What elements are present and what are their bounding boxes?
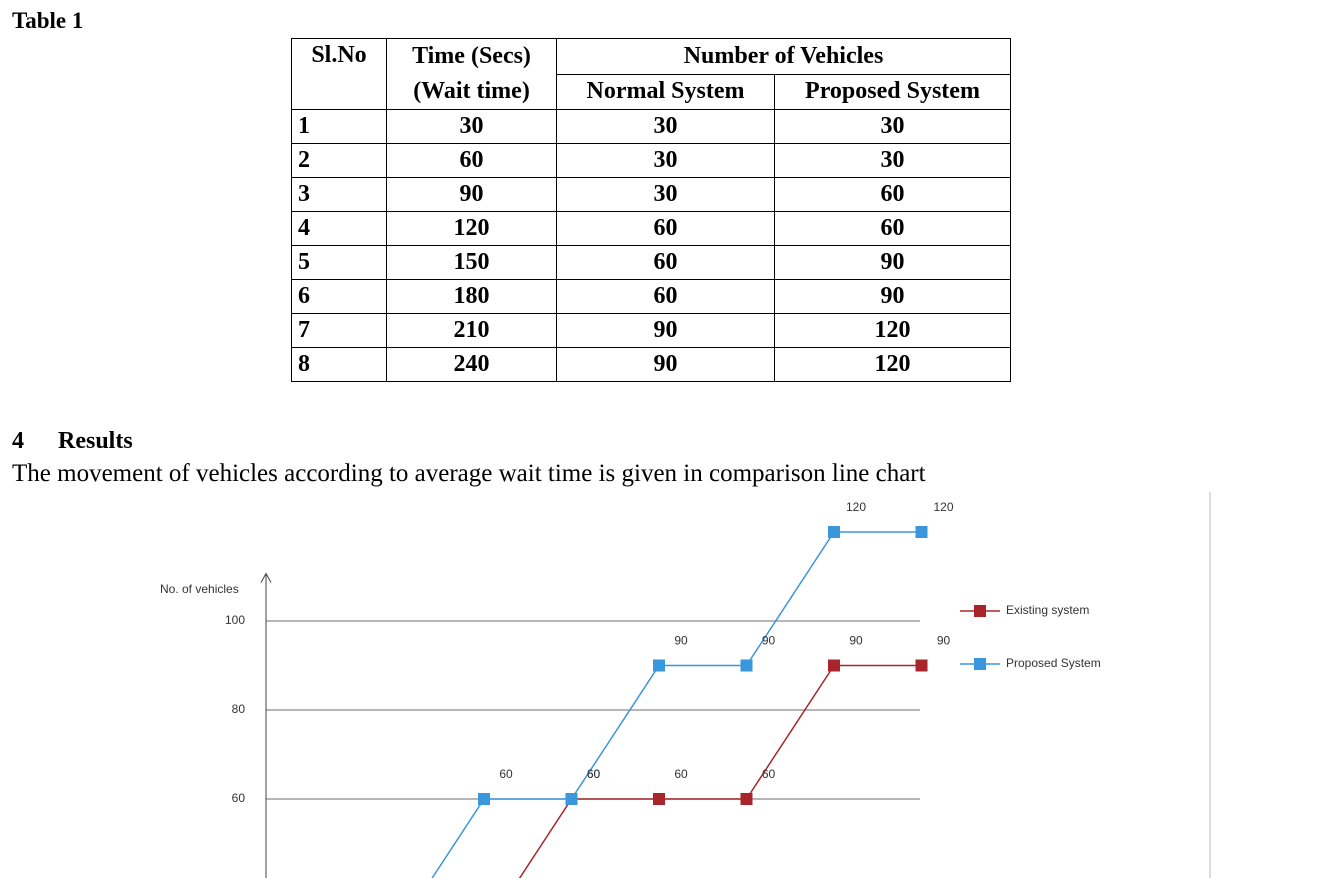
table-cell: 60: [556, 211, 775, 246]
table-row: 3 90 30 60: [291, 177, 1011, 212]
data-label: 90: [674, 634, 688, 648]
marker: [828, 526, 840, 538]
table-cell: 60: [774, 177, 1011, 212]
header-cell: Proposed System: [774, 73, 1011, 110]
table-cell: 90: [774, 279, 1011, 314]
table-cell: 7: [291, 313, 387, 348]
table-body: Sl.No Time (Secs) (Wait time) Number of V…: [291, 38, 1011, 382]
section-heading: 4 Results: [12, 428, 133, 455]
table-row: 7 210 90 120: [291, 313, 1011, 348]
marker: [478, 793, 490, 805]
y-tick-label: 80: [232, 702, 246, 716]
header-cell: Number of Vehicles: [556, 38, 1011, 75]
table-row: 5 150 60 90: [291, 245, 1011, 280]
section-number: 4: [12, 428, 24, 454]
data-label: 60: [499, 767, 513, 781]
table-cell: 240: [386, 347, 557, 382]
header-cell: Time (Secs) (Wait time): [386, 38, 557, 110]
header-cell: Sl.No: [291, 38, 387, 110]
table-cell: 1: [291, 109, 387, 144]
table-cell: 90: [556, 347, 775, 382]
table-cell: 120: [774, 313, 1011, 348]
table-cell: 30: [556, 109, 775, 144]
data-label: 60: [587, 767, 601, 781]
table-cell: 90: [774, 245, 1011, 280]
data-label: 60: [762, 767, 776, 781]
header-row: Sl.No Time (Secs) (Wait time) Number of V…: [291, 38, 1011, 110]
table-row: 6 180 60 90: [291, 279, 1011, 314]
table-cell: 4: [291, 211, 387, 246]
marker: [653, 793, 665, 805]
paragraph: The movement of vehicles according to av…: [12, 460, 926, 487]
header-row: Normal System Proposed System: [292, 73, 1011, 110]
marker: [565, 793, 578, 805]
y-axis-arrow: [260, 572, 272, 583]
header-line: Time (Secs): [412, 43, 531, 69]
table-cell: 90: [556, 313, 775, 348]
data-label: 90: [849, 634, 863, 648]
table-cell: 150: [386, 245, 557, 280]
table-cell: 210: [386, 313, 557, 348]
divider: [1209, 492, 1211, 878]
table-cell: 30: [774, 109, 1011, 144]
legend-label: Existing system: [1006, 603, 1089, 617]
section-title: Results: [58, 428, 133, 454]
table-cell: 60: [556, 279, 775, 314]
y-tick-label: 60: [232, 791, 246, 805]
table: Sl.No Time (Secs) (Wait time) Number of V…: [291, 38, 1011, 382]
header-line: (Wait time): [413, 78, 530, 104]
marker: [740, 659, 753, 672]
data-label: 90: [762, 634, 776, 648]
y-axis-label: No. of vehicles: [160, 582, 239, 596]
table-cell: 8: [291, 347, 387, 382]
heading: Table 1: [12, 8, 84, 33]
marker: [915, 526, 928, 538]
marker: [828, 659, 840, 672]
legend-label: Proposed System: [1006, 656, 1101, 670]
table-row: 2 60 30 30: [291, 143, 1011, 178]
table-cell: 90: [386, 177, 557, 212]
legend-marker: [974, 605, 986, 617]
table-cell: 60: [556, 245, 775, 280]
table-cell: 60: [774, 211, 1011, 246]
y-tick-label: 100: [225, 613, 245, 627]
legend-marker: [974, 658, 986, 670]
header-cell: Normal System: [556, 73, 775, 110]
series-line: [431, 531, 922, 878]
marker: [915, 659, 928, 672]
data-label: 90: [937, 634, 951, 648]
table-row: 1 30 30 30: [291, 109, 1011, 144]
table-row: 4 120 60 60: [291, 211, 1011, 246]
table-cell: 2: [291, 143, 387, 178]
table-cell: 30: [386, 109, 557, 144]
chart: No. of vehicles 60801003030306060609090E…: [160, 500, 1101, 878]
data-label: 120: [933, 500, 953, 514]
table-cell: 3: [291, 177, 387, 212]
table-cell: 30: [556, 143, 775, 178]
table-row: 8 240 90 120: [291, 347, 1011, 382]
data-label: 60: [674, 767, 688, 781]
table-cell: 60: [386, 143, 557, 178]
data-label: 120: [846, 500, 866, 514]
table-cell: 120: [774, 347, 1011, 382]
marker: [653, 659, 665, 672]
marker: [740, 793, 753, 805]
series-line: [518, 664, 922, 878]
table-cell: 5: [291, 245, 387, 280]
table-cell: 30: [556, 177, 775, 212]
table-cell: 6: [291, 279, 387, 314]
table-cell: 180: [386, 279, 557, 314]
table-cell: 30: [774, 143, 1011, 178]
table-cell: 120: [386, 211, 557, 246]
